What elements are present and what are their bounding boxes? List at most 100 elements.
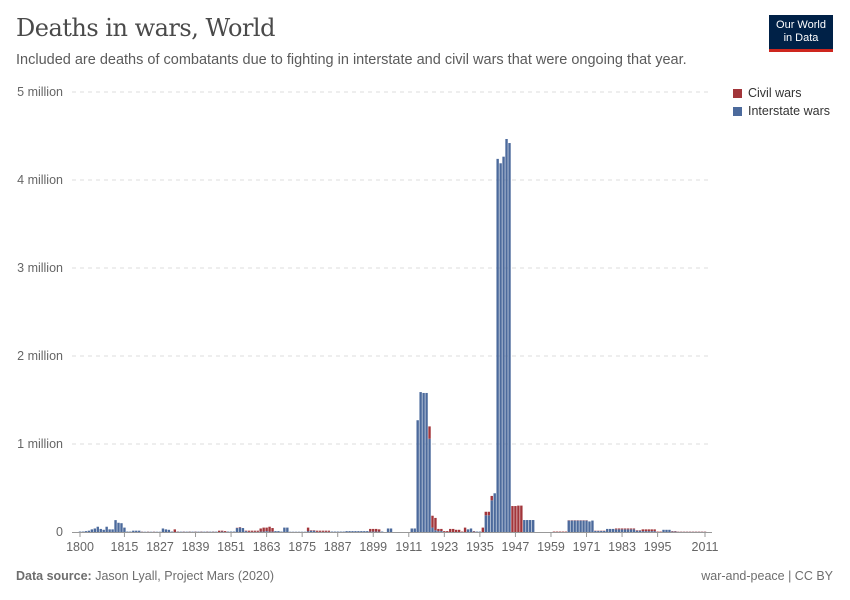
bar-interstate-1970 bbox=[582, 520, 585, 532]
bar-civil-1982 bbox=[617, 528, 621, 530]
x-tick-label: 1995 bbox=[644, 540, 672, 554]
x-tick-label: 1815 bbox=[111, 540, 139, 554]
bar-interstate-1975 bbox=[597, 530, 600, 532]
bar-civil-1881 bbox=[318, 530, 322, 532]
bar-interstate-1853 bbox=[235, 528, 239, 532]
bar-civil-1863 bbox=[265, 527, 268, 532]
bar-interstate-1944 bbox=[505, 138, 508, 532]
bar-interstate-1805 bbox=[93, 528, 97, 532]
bar-interstate-1820 bbox=[138, 530, 141, 532]
bar-interstate-1987 bbox=[632, 529, 636, 532]
bar-civil-1882 bbox=[321, 530, 325, 532]
x-tick-label: 1983 bbox=[608, 540, 636, 554]
bar-interstate-1968 bbox=[576, 520, 579, 532]
owid-logo[interactable]: Our World in Data bbox=[769, 15, 833, 52]
y-tick-label: 0 bbox=[56, 525, 63, 539]
bar-interstate-1919 bbox=[431, 527, 434, 532]
bar-civil-1992 bbox=[647, 529, 650, 532]
bar-interstate-1966 bbox=[570, 520, 573, 532]
bar-interstate-1818 bbox=[132, 530, 135, 532]
legend-label-civil: Civil wars bbox=[748, 86, 802, 100]
bar-civil-1862 bbox=[262, 527, 265, 532]
source-text[interactable]: Jason Lyall, Project Mars (2020) bbox=[95, 569, 274, 583]
y-tick-label: 1 million bbox=[17, 437, 63, 451]
bar-interstate-1969 bbox=[579, 520, 582, 532]
bar-interstate-1991 bbox=[644, 531, 647, 532]
bar-interstate-1812 bbox=[114, 520, 117, 532]
bar-civil-1936 bbox=[481, 527, 485, 532]
bar-interstate-1855 bbox=[241, 528, 245, 532]
bar-interstate-1940 bbox=[493, 493, 496, 532]
bar-interstate-1997 bbox=[662, 529, 665, 532]
bar-interstate-1980 bbox=[611, 528, 615, 532]
bar-interstate-1814 bbox=[120, 523, 123, 532]
bar-interstate-1965 bbox=[567, 520, 570, 532]
bar-interstate-1979 bbox=[609, 528, 612, 532]
bar-civil-1919 bbox=[431, 515, 434, 528]
bar-interstate-1973 bbox=[591, 520, 594, 532]
x-tick-label: 1800 bbox=[66, 540, 94, 554]
x-tick-label: 1851 bbox=[217, 540, 245, 554]
bar-interstate-1890 bbox=[345, 531, 348, 532]
bar-interstate-1974 bbox=[594, 530, 597, 532]
bar-interstate-1806 bbox=[96, 526, 99, 532]
bar-civil-1948 bbox=[517, 505, 520, 532]
bar-civil-1857 bbox=[247, 530, 251, 532]
footer-right[interactable]: war-and-peace | CC BY bbox=[701, 569, 833, 583]
legend-item-civil[interactable]: Civil wars bbox=[733, 84, 830, 102]
bar-interstate-1989 bbox=[638, 530, 642, 532]
bar-interstate-1953 bbox=[531, 520, 535, 532]
data-source: Data source: Jason Lyall, Project Mars (… bbox=[16, 569, 274, 583]
x-tick-label: 1911 bbox=[395, 540, 422, 554]
bar-interstate-1937 bbox=[484, 515, 488, 532]
bar-civil-1883 bbox=[324, 530, 328, 532]
bar-civil-1860 bbox=[256, 530, 259, 532]
bar-interstate-1815 bbox=[123, 527, 126, 532]
bar-interstate-1986 bbox=[629, 529, 633, 532]
bar-civil-1946 bbox=[511, 506, 514, 532]
bar-civil-1938 bbox=[487, 511, 490, 516]
bar-interstate-1819 bbox=[135, 530, 138, 532]
legend-item-interstate[interactable]: Interstate wars bbox=[733, 102, 830, 120]
bar-civil-1927 bbox=[454, 529, 458, 532]
bar-interstate-1998 bbox=[665, 529, 668, 532]
bar-interstate-1952 bbox=[529, 520, 532, 532]
bar-interstate-1915 bbox=[419, 392, 422, 532]
x-tick-label: 1923 bbox=[430, 540, 458, 554]
bar-civil-1858 bbox=[250, 530, 254, 532]
bar-interstate-1978 bbox=[606, 528, 609, 532]
x-tick-label: 1827 bbox=[146, 540, 174, 554]
bar-interstate-1869 bbox=[283, 527, 286, 532]
x-tick-label: 2011 bbox=[692, 540, 719, 554]
bar-interstate-1994 bbox=[653, 531, 656, 532]
bar-civil-1985 bbox=[626, 528, 630, 530]
logo-line1: Our World bbox=[776, 19, 826, 31]
bar-civil-1939 bbox=[490, 495, 493, 501]
bar-civil-1981 bbox=[614, 528, 618, 530]
bar-civil-1865 bbox=[271, 528, 274, 532]
bar-civil-1983 bbox=[620, 528, 624, 530]
bar-civil-1920 bbox=[434, 517, 437, 531]
bar-interstate-1807 bbox=[99, 528, 102, 532]
bar-interstate-1813 bbox=[117, 522, 120, 532]
bar-interstate-1983 bbox=[620, 529, 624, 532]
bar-interstate-1990 bbox=[641, 531, 644, 532]
bar-civil-1993 bbox=[650, 529, 653, 532]
bar-interstate-1811 bbox=[111, 529, 114, 532]
bar-interstate-1931 bbox=[466, 529, 470, 532]
legend-label-interstate: Interstate wars bbox=[748, 104, 830, 118]
bar-interstate-1808 bbox=[102, 529, 105, 532]
bar-interstate-1854 bbox=[238, 527, 242, 532]
chart-title: Deaths in wars, World bbox=[16, 14, 275, 42]
x-tick-label: 1971 bbox=[573, 540, 601, 554]
bar-civil-1987 bbox=[632, 528, 636, 530]
bar-interstate-1917 bbox=[425, 392, 428, 532]
bar-interstate-1993 bbox=[650, 531, 653, 532]
bar-civil-1925 bbox=[449, 528, 452, 532]
bar-civil-1949 bbox=[520, 505, 523, 532]
logo-line2: in Data bbox=[783, 32, 819, 44]
bar-interstate-1830 bbox=[167, 529, 171, 532]
legend: Civil wars Interstate wars bbox=[733, 84, 830, 120]
x-tick-label: 1839 bbox=[182, 540, 210, 554]
